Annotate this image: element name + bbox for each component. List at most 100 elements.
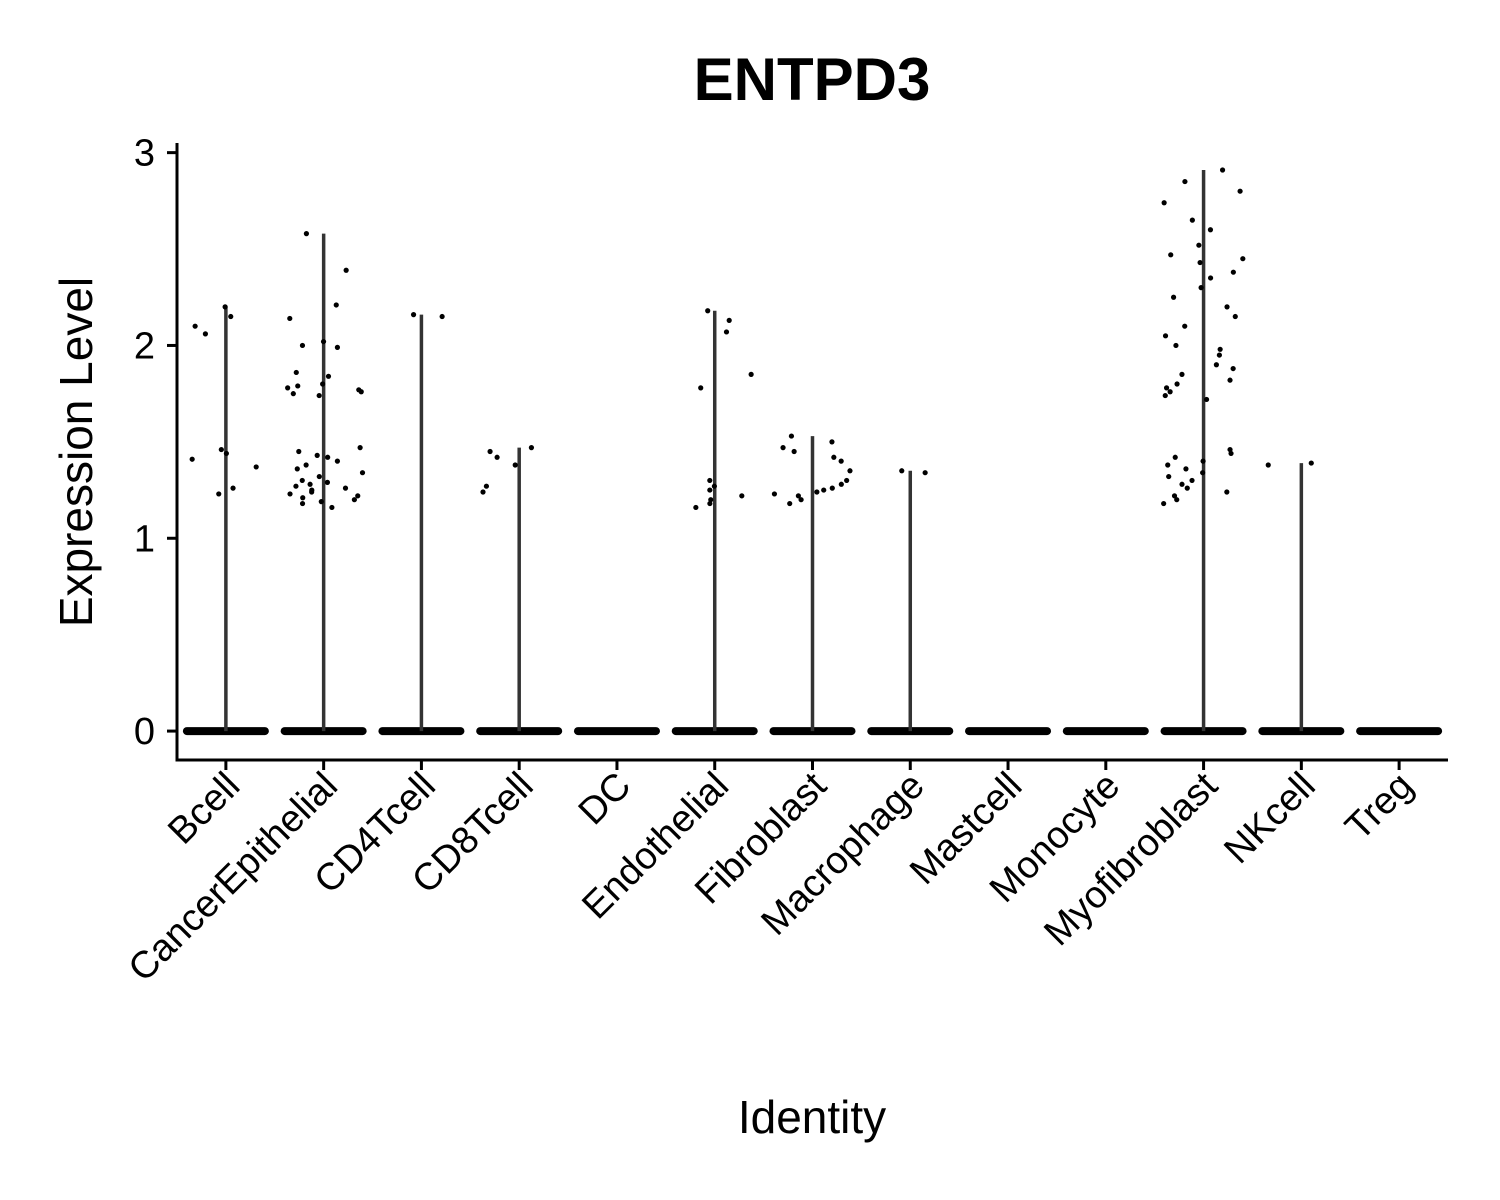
- data-point: [1170, 294, 1177, 300]
- data-point: [1196, 242, 1202, 248]
- data-point: [1224, 304, 1230, 310]
- data-point: [814, 489, 820, 495]
- data-point: [829, 485, 835, 491]
- data-point: [1173, 342, 1179, 349]
- data-point: [216, 491, 222, 497]
- data-point: [1184, 485, 1190, 491]
- data-point: [922, 470, 928, 476]
- data-point: [329, 504, 335, 511]
- data-point: [1213, 362, 1220, 368]
- zero-expression-band: [1356, 727, 1443, 736]
- data-point: [771, 491, 778, 497]
- data-point: [285, 385, 291, 391]
- data-point: [334, 344, 341, 350]
- data-point: [1228, 450, 1234, 457]
- data-point: [821, 487, 827, 493]
- data-point: [222, 304, 228, 310]
- data-point: [847, 468, 853, 474]
- data-point: [698, 385, 704, 391]
- data-point: [299, 477, 305, 484]
- data-point: [1224, 489, 1230, 495]
- data-point: [325, 373, 332, 379]
- data-point: [1168, 252, 1174, 258]
- data-point: [1217, 346, 1223, 352]
- data-point: [838, 458, 844, 464]
- data-point: [1161, 500, 1167, 507]
- data-point: [303, 462, 309, 468]
- data-point: [192, 323, 198, 329]
- zero-expression-band: [1062, 727, 1149, 736]
- data-point: [1237, 188, 1243, 194]
- data-point: [483, 483, 490, 489]
- data-point: [1167, 389, 1173, 395]
- data-point: [1230, 269, 1236, 275]
- zero-expression-band: [573, 727, 660, 736]
- data-point: [1165, 462, 1171, 468]
- y-axis-title: Expression Level: [50, 277, 102, 627]
- data-point: [355, 493, 361, 499]
- data-point: [791, 448, 797, 455]
- data-point: [1162, 333, 1169, 339]
- data-point: [293, 369, 299, 376]
- data-point: [316, 392, 322, 399]
- data-point: [1207, 227, 1214, 233]
- data-point: [1162, 392, 1168, 399]
- data-point: [1163, 385, 1170, 391]
- data-point: [1189, 217, 1195, 223]
- data-point: [334, 458, 341, 464]
- data-point: [1232, 313, 1238, 320]
- data-point: [299, 500, 306, 507]
- data-point: [324, 479, 331, 485]
- data-point: [1189, 477, 1195, 484]
- data-point: [1240, 256, 1246, 262]
- data-point: [1200, 458, 1206, 464]
- data-point: [798, 497, 804, 503]
- y-tick-label: 2: [134, 325, 155, 367]
- data-point: [318, 499, 324, 505]
- data-point: [1230, 365, 1236, 372]
- data-point: [223, 450, 229, 457]
- data-point: [829, 439, 835, 445]
- x-tick-label: Myofibroblast: [1036, 764, 1226, 954]
- data-point: [788, 433, 795, 439]
- data-point: [357, 445, 363, 451]
- data-point: [228, 313, 234, 320]
- data-point: [1183, 466, 1189, 472]
- data-point: [1179, 481, 1185, 487]
- data-point: [707, 500, 713, 507]
- data-point: [1174, 497, 1180, 503]
- data-point: [287, 491, 293, 497]
- data-point: [512, 462, 518, 468]
- data-point: [1182, 323, 1188, 329]
- data-point: [359, 470, 366, 476]
- data-point: [320, 381, 326, 387]
- data-point: [726, 317, 732, 323]
- data-point: [1207, 275, 1214, 281]
- data-point: [711, 483, 717, 489]
- data-point: [1171, 493, 1178, 499]
- data-point: [1161, 200, 1167, 206]
- data-point: [218, 446, 224, 453]
- data-point: [844, 477, 850, 484]
- x-tick-label: NKcell: [1216, 765, 1323, 872]
- data-point: [358, 389, 364, 395]
- data-point: [1198, 285, 1204, 291]
- data-point: [230, 485, 236, 491]
- data-point: [307, 481, 313, 487]
- data-point: [293, 483, 299, 489]
- data-point: [1179, 371, 1185, 377]
- data-point: [494, 454, 500, 460]
- data-point: [1182, 178, 1188, 185]
- data-point: [1265, 462, 1271, 468]
- data-point: [723, 329, 730, 335]
- data-point: [300, 495, 306, 501]
- data-point: [1308, 460, 1314, 466]
- data-point: [314, 452, 320, 458]
- data-point: [351, 497, 357, 503]
- data-point: [480, 489, 486, 495]
- plot-area: [182, 167, 1443, 736]
- data-point: [325, 454, 331, 460]
- x-tick-label: DC: [571, 765, 640, 834]
- x-tick-label: Treg: [1338, 765, 1422, 849]
